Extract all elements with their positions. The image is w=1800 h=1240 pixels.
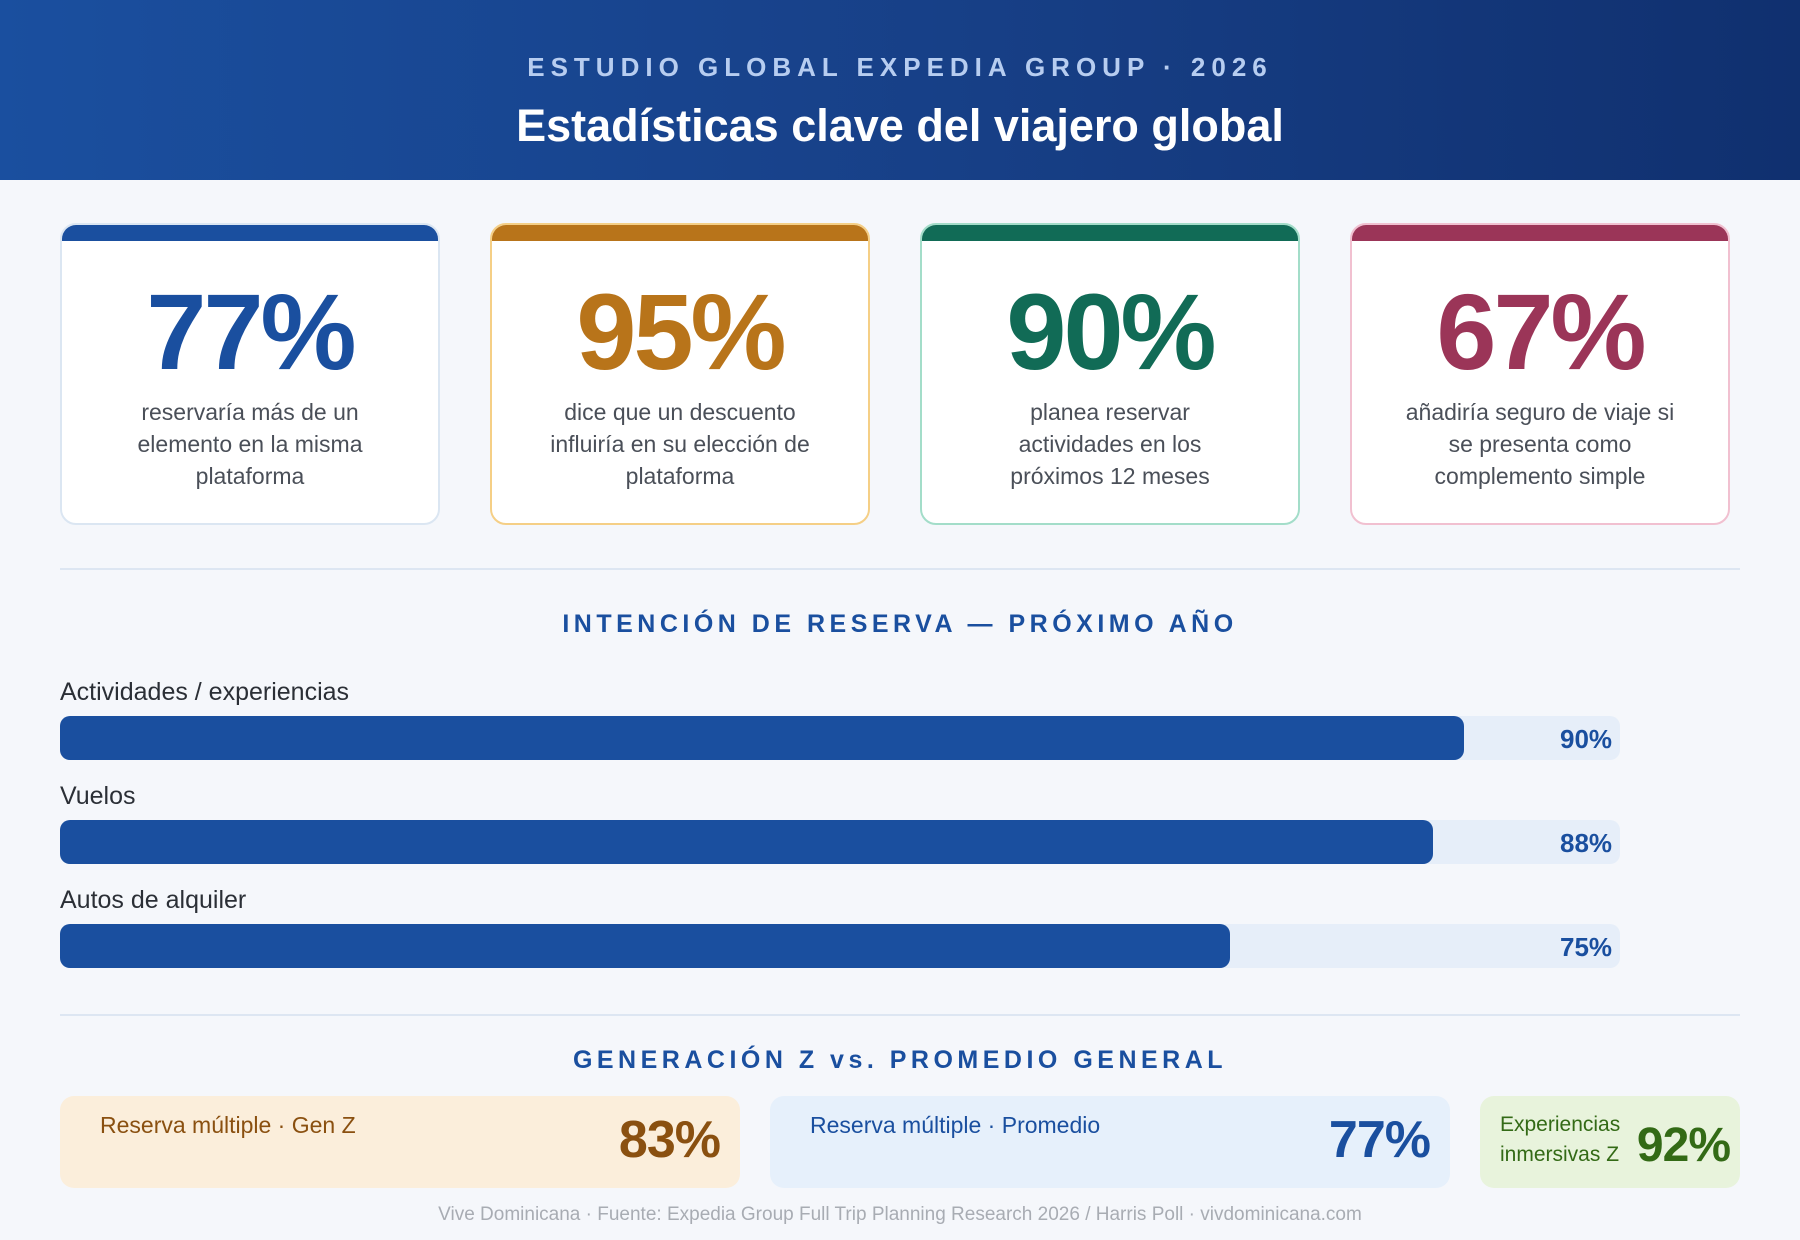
booking-intent-title: INTENCIÓN DE RESERVA — PRÓXIMO AÑO bbox=[562, 610, 1238, 638]
intent-bar-label: Vuelos bbox=[60, 782, 136, 810]
gen-z-card: Reserva múltiple · Promedio 77% bbox=[770, 1096, 1450, 1188]
stat-description: añadiría seguro de viaje si se presenta … bbox=[1405, 399, 1675, 489]
stat-description: dice que un descuento influiría en su el… bbox=[550, 399, 810, 489]
card-accent-bar bbox=[922, 225, 1298, 241]
page-title: Estadísticas clave del viajero global bbox=[516, 100, 1284, 151]
gen-z-label: Reserva múltiple · Gen Z bbox=[100, 1112, 356, 1138]
intent-bar-track bbox=[60, 820, 1620, 864]
intent-bar-value: 88% bbox=[1560, 828, 1613, 858]
stat-description: planea reservar actividades en los próxi… bbox=[1010, 399, 1210, 489]
intent-bar-value: 75% bbox=[1560, 932, 1613, 962]
gen-z-label-line: inmersivas Z bbox=[1500, 1143, 1620, 1166]
stat-card: 77% reservaría más de un elemento en la … bbox=[60, 223, 440, 525]
intent-bar-label: Actividades / experiencias bbox=[60, 678, 350, 706]
intent-bar-label: Autos de alquiler bbox=[60, 886, 247, 914]
stat-value: 95% bbox=[576, 271, 786, 392]
card-accent-bar bbox=[62, 225, 438, 241]
gen-z-label: Reserva múltiple · Promedio bbox=[810, 1112, 1101, 1138]
intent-bar-value: 90% bbox=[1560, 724, 1613, 754]
stat-card: 95% dice que un descuento influiría en s… bbox=[490, 223, 870, 525]
section-divider bbox=[60, 568, 1740, 570]
footer-source: Vive Dominicana · Fuente: Expedia Group … bbox=[438, 1204, 1362, 1225]
study-eyebrow: ESTUDIO GLOBAL EXPEDIA GROUP · 2026 bbox=[527, 52, 1273, 82]
gen-z-value: 77% bbox=[1328, 1111, 1431, 1169]
gen-z-label: Experiencias inmersivas Z bbox=[1500, 1110, 1620, 1170]
intent-bar-track bbox=[60, 716, 1620, 760]
gen-z-value: 92% bbox=[1636, 1119, 1731, 1172]
stat-value: 90% bbox=[1006, 271, 1216, 392]
gen-z-title: GENERACIÓN Z vs. PROMEDIO GENERAL bbox=[572, 1046, 1228, 1074]
intent-bar-fill bbox=[60, 820, 1433, 864]
intent-bar-track bbox=[60, 924, 1620, 968]
gen-z-value: 83% bbox=[618, 1111, 721, 1169]
stat-value: 77% bbox=[146, 271, 356, 392]
stat-card: 90% planea reservar actividades en los p… bbox=[920, 223, 1300, 525]
gen-z-card: Experiencias inmersivas Z 92% bbox=[1480, 1096, 1740, 1188]
gen-z-label-line: Experiencias bbox=[1500, 1113, 1621, 1136]
intent-bar-fill bbox=[60, 924, 1230, 968]
header-banner: ESTUDIO GLOBAL EXPEDIA GROUP · 2026 Esta… bbox=[0, 0, 1800, 180]
section-divider bbox=[60, 1014, 1740, 1016]
stat-card: 67% añadiría seguro de viaje si se prese… bbox=[1350, 223, 1730, 525]
gen-z-card: Reserva múltiple · Gen Z 83% bbox=[60, 1096, 740, 1188]
intent-bar-fill bbox=[60, 716, 1464, 760]
stat-value: 67% bbox=[1436, 271, 1646, 392]
stat-description: reservaría más de un elemento en la mism… bbox=[137, 399, 363, 489]
card-accent-bar bbox=[492, 225, 868, 241]
stat-cards: 77% reservaría más de un elemento en la … bbox=[60, 223, 1740, 525]
card-accent-bar bbox=[1352, 225, 1728, 241]
